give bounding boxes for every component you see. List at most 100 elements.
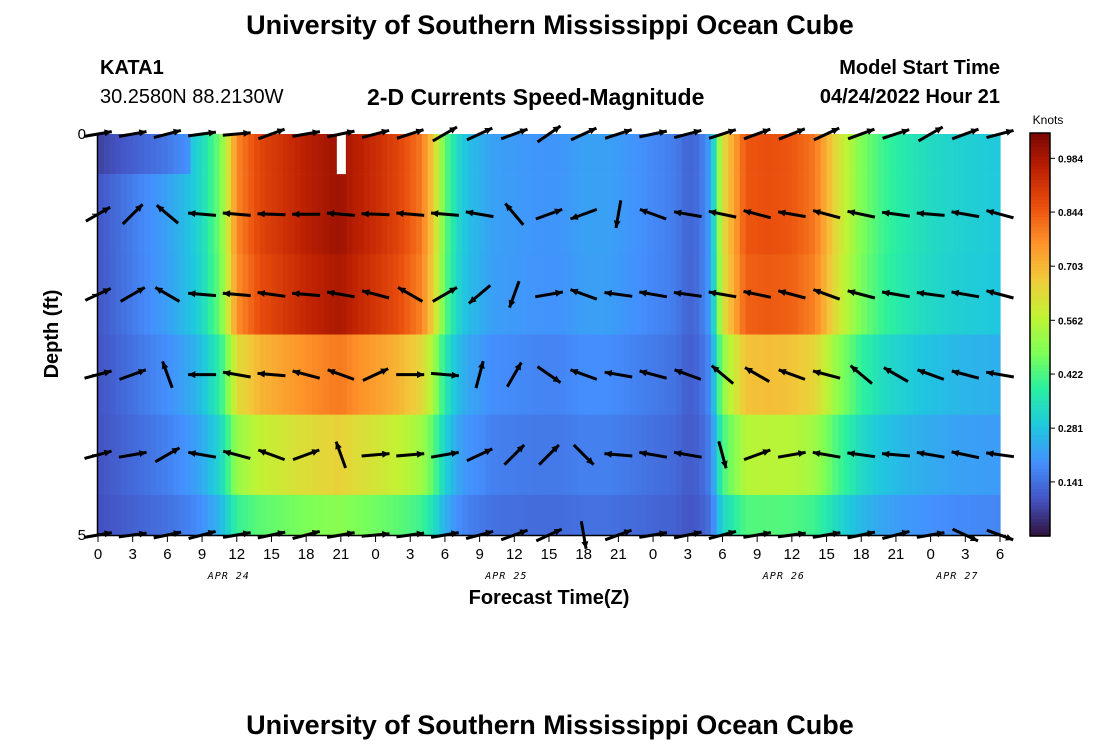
heatmap-cell [687, 134, 695, 175]
heatmap-cell [687, 494, 695, 536]
heatmap-cell [705, 334, 712, 415]
heatmap-cell [745, 134, 752, 175]
current-vector-head [970, 128, 979, 135]
current-vector [326, 129, 355, 139]
current-vector-head [222, 210, 231, 218]
heatmap-cell [109, 494, 116, 536]
heatmap-cell [496, 414, 504, 496]
heatmap-cell [774, 494, 781, 536]
heatmap-cell [595, 174, 602, 255]
heatmap-cell [230, 134, 238, 175]
heatmap-cell [173, 134, 180, 175]
heatmap-cell [699, 414, 706, 496]
current-vector-head [276, 128, 285, 135]
heatmap-cell [855, 494, 862, 536]
current-vector [847, 450, 876, 459]
heatmap-cell [670, 174, 677, 255]
heatmap-cell [797, 134, 805, 175]
heatmap-cell [502, 134, 510, 175]
current-vector-head [639, 450, 647, 457]
heatmap-cell [976, 174, 984, 255]
x-tick-label: 3 [961, 546, 969, 563]
heatmap-cell [219, 334, 226, 415]
heatmap-cell [248, 134, 255, 175]
heatmap-cell [144, 174, 151, 255]
x-tick-label: 21 [888, 546, 905, 563]
heatmap-cell [762, 174, 770, 255]
heatmap-cell [924, 134, 932, 175]
current-vector [812, 209, 841, 220]
current-vector [743, 127, 771, 141]
colorbar-segment [1030, 331, 1050, 336]
heatmap-cell [595, 254, 602, 335]
colorbar-segment [1030, 371, 1050, 376]
current-vector [508, 280, 521, 309]
heatmap-cell [277, 414, 284, 496]
current-vector [154, 286, 181, 303]
heatmap-cell [178, 414, 186, 496]
heatmap-cell [508, 254, 515, 335]
heatmap-cell [115, 134, 122, 175]
colorbar-segment [1030, 310, 1050, 315]
heatmap-cell [254, 134, 261, 175]
current-vector [710, 364, 735, 385]
heatmap-cell [884, 134, 891, 175]
heatmap-cell [248, 494, 255, 536]
x-tick-label: 9 [198, 546, 206, 563]
heatmap-cell [427, 174, 434, 255]
heatmap-cell [947, 334, 955, 415]
heatmap-cell [103, 494, 111, 536]
heatmap-cell [849, 134, 857, 175]
colorbar-segment [1030, 374, 1050, 379]
current-vector-head [171, 447, 180, 455]
colorbar-segment [1030, 327, 1050, 332]
current-vector-head [243, 129, 251, 137]
heatmap-cell [508, 494, 515, 536]
heatmap-cell [693, 494, 700, 536]
heatmap-cell [155, 254, 163, 335]
heatmap-cell [265, 134, 273, 175]
heatmap-cell [398, 134, 406, 175]
heatmap-cell [213, 334, 221, 415]
current-vector-head [416, 450, 425, 458]
heatmap-cell [358, 174, 365, 255]
heatmap-cell [248, 334, 255, 415]
date-label: APR 26 [762, 571, 805, 582]
colorbar-segment [1030, 378, 1050, 383]
heatmap-cell [919, 334, 926, 415]
current-vector-head [312, 129, 320, 137]
heatmap-cell [872, 414, 880, 496]
heatmap-cell [121, 174, 128, 255]
heatmap-cell [236, 494, 244, 536]
heatmap-cell [878, 174, 885, 255]
heatmap-cell [421, 134, 429, 175]
current-vector [536, 124, 562, 144]
heatmap-cell [803, 414, 810, 496]
heatmap-cell [126, 134, 134, 175]
current-vector [397, 286, 424, 303]
heatmap-cell [150, 134, 157, 175]
current-vector-head [882, 209, 890, 217]
heatmap-cell [138, 134, 145, 175]
heatmap-cell [196, 134, 203, 175]
heatmap-cell [213, 414, 221, 496]
heatmap-cell [115, 334, 122, 415]
heatmap-cell [936, 494, 943, 536]
current-vector-head [708, 209, 717, 217]
heatmap-cell [814, 494, 822, 536]
colorbar-segment [1030, 337, 1050, 342]
heatmap-cell [658, 134, 666, 175]
heatmap-cell [832, 334, 839, 415]
heatmap-cell [560, 134, 567, 175]
heatmap-cell [554, 134, 562, 175]
heatmap-cell [103, 134, 111, 175]
heatmap-cell [843, 254, 851, 335]
heatmap-cell [531, 174, 539, 255]
heatmap-cell [612, 134, 619, 175]
heatmap-cell [832, 134, 839, 175]
heatmap-cell [427, 494, 434, 536]
heatmap-cell [531, 254, 539, 335]
heatmap-cell [196, 494, 203, 536]
colorbar-segment [1030, 297, 1050, 302]
heatmap-cell [762, 414, 770, 496]
